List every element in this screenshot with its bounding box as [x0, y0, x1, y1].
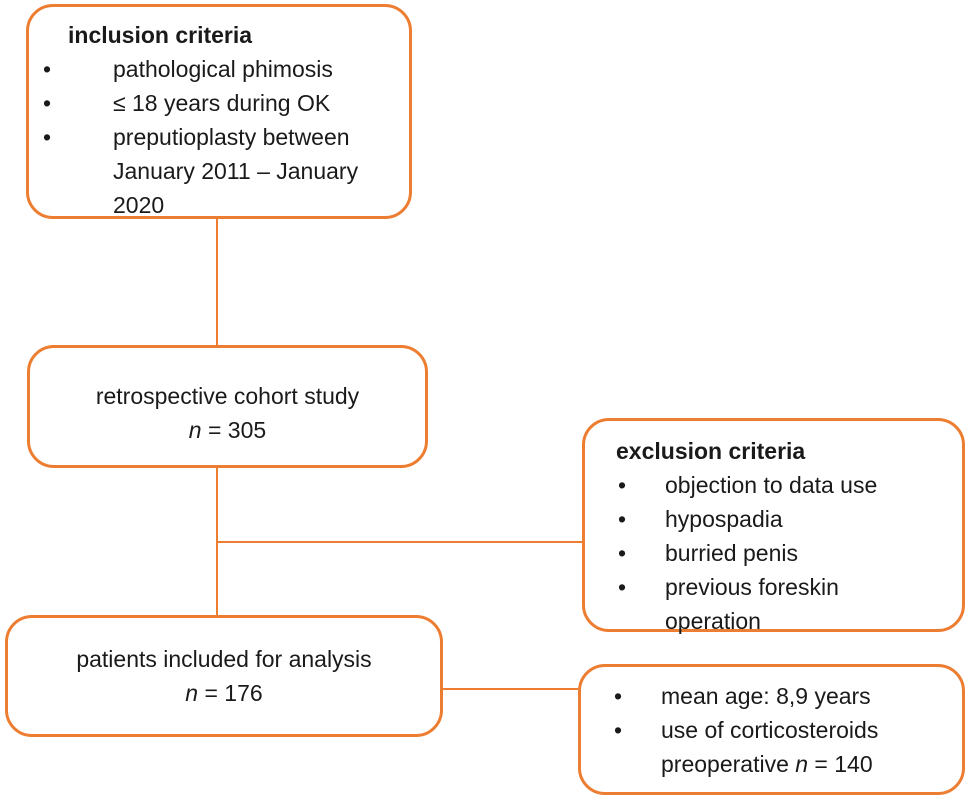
bullet-icon: •	[43, 90, 52, 116]
bullet-icon: •	[618, 472, 627, 498]
list-item: • ≤ 18 years during OK	[29, 86, 401, 120]
exclusion-criteria-title: exclusion criteria	[616, 438, 806, 464]
list-item-text-part: preoperative	[661, 750, 796, 777]
bullet-icon: •	[43, 56, 52, 82]
list-item: • mean age: 8,9 years	[581, 679, 956, 713]
list-item-text: use of corticosteroids preoperative n = 1…	[661, 713, 878, 781]
n-value: = 140	[808, 750, 873, 777]
inclusion-criteria-title: inclusion criteria	[68, 22, 253, 48]
cohort-study-box: retrospective cohort study n = 305	[27, 345, 428, 468]
list-item-text: pathological phimosis	[113, 56, 333, 82]
list-item: • objection to data use	[585, 468, 956, 502]
patients-included-label: patients included for analysis	[76, 646, 372, 672]
list-item: • use of corticosteroids preoperative n =…	[581, 713, 956, 781]
list-item-text: mean age: 8,9 years	[661, 682, 871, 709]
list-item-line: use of corticosteroids	[661, 716, 879, 743]
connector-inclusion-to-cohort	[216, 219, 218, 345]
list-item: • hypospadia	[585, 502, 956, 536]
list-item-text: hypospadia	[665, 506, 783, 532]
connector-included-to-details	[443, 688, 578, 690]
cohort-study-label: retrospective cohort study	[95, 382, 360, 409]
bullet-icon: •	[618, 506, 627, 532]
list-item-text: preputioplasty between January 2011 – Ja…	[113, 124, 359, 218]
connector-branch-to-exclusion	[217, 541, 582, 543]
list-item-text: objection to data use	[665, 472, 878, 498]
included-sample-size: n = 176	[185, 676, 262, 710]
bullet-icon: •	[618, 540, 627, 566]
n-symbol: n	[185, 680, 199, 706]
list-item: • pathological phimosis	[29, 52, 401, 86]
cohort-details-box: • mean age: 8,9 years • use of corticost…	[578, 664, 965, 795]
list-item-text: previous foreskin operation	[665, 574, 839, 634]
exclusion-criteria-box: exclusion criteria • objection to data u…	[582, 418, 965, 634]
bullet-icon: •	[43, 124, 52, 150]
list-item-text: burried penis	[665, 540, 798, 566]
cohort-sample-size: n = 305	[189, 413, 266, 447]
bullet-icon: •	[614, 682, 623, 709]
list-item-line: preoperative n = 140	[661, 747, 878, 781]
n-value: = 305	[201, 416, 267, 443]
bullet-icon: •	[614, 716, 623, 743]
n-value: = 176	[198, 680, 263, 706]
bullet-icon: •	[618, 574, 627, 600]
list-item-text: ≤ 18 years during OK	[113, 90, 331, 116]
list-item: • previous foreskin operation	[585, 570, 956, 638]
n-symbol: n	[188, 416, 202, 443]
list-item: • burried penis	[585, 536, 956, 570]
n-symbol: n	[795, 750, 809, 777]
patients-included-box: patients included for analysis n = 176	[5, 615, 443, 737]
list-item: • preputioplasty between January 2011 – …	[29, 120, 401, 222]
inclusion-criteria-box: inclusion criteria • pathological phimos…	[26, 4, 412, 219]
